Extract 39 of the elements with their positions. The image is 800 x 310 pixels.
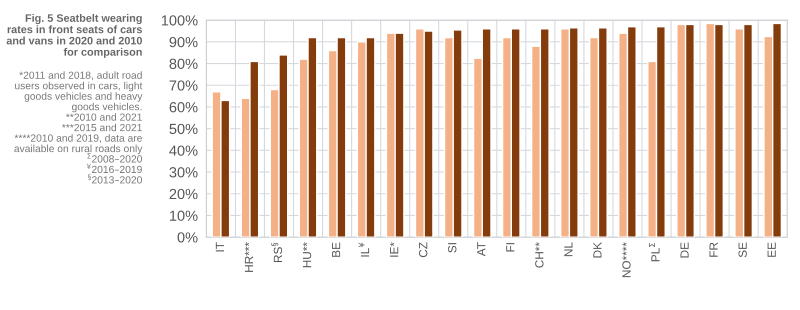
y-tick-label: 50% <box>169 124 198 134</box>
x-tick-label: IE* <box>390 242 398 257</box>
y-tick-label: 30% <box>169 167 198 178</box>
x-tick-label: DK <box>593 242 602 258</box>
y-tick-label: 40% <box>169 145 198 156</box>
x-tick-label: EE <box>768 242 776 257</box>
x-tick-label: BE <box>332 242 340 257</box>
y-tick-label: 90% <box>170 36 198 48</box>
y-tick-label: 60% <box>170 102 198 112</box>
x-tick-label: NL <box>564 242 572 256</box>
text: $^{¥}$2016–2019 <box>86 164 142 174</box>
y-tick-label: 100% <box>162 15 198 26</box>
x-tick-label: HR*** <box>244 242 254 272</box>
x-tick-label: SE <box>738 242 747 258</box>
y-tick-label: 0% <box>178 232 198 243</box>
x-tick-label: DE <box>680 242 689 258</box>
text: $^{Σ}$2008–2020 <box>87 153 142 163</box>
text: Fig. 5 Seatbelt wearing rates in front seats of cars and vans in 2020 and 2010 for comparison <box>6 14 142 58</box>
x-tick-label: AT <box>477 242 486 256</box>
text: $^{§}$2013–2020 <box>88 174 142 184</box>
text: *2011 and 2018, adult road users observed in cars, light goods vehicles and heavy goods vehicles. <box>15 71 142 112</box>
text: ***2015 and 2021 <box>62 124 142 132</box>
y-tick-label: 20% <box>170 188 198 200</box>
x-tick-label: NO**** <box>622 242 631 278</box>
x-tick-label: IT <box>216 242 224 252</box>
text: ****2010 and 2019, data are available on rural roads only <box>14 134 142 154</box>
x-tick-label: FI <box>506 243 514 252</box>
y-tick-label: 70% <box>170 80 198 91</box>
x-tick-label: FR <box>710 242 718 257</box>
x-tick-label: CZ <box>419 242 428 258</box>
x-tick-label: HU** <box>302 242 312 268</box>
y-tick-label: 80% <box>170 58 198 69</box>
x-tick-label: CH** <box>535 242 544 268</box>
x-tick-label: IL$^{¥}$ <box>358 242 370 257</box>
x-tick-label: PL$^{Σ}$ <box>648 242 660 262</box>
y-tick-label: 10% <box>170 210 198 221</box>
text: **2010 and 2021 <box>66 113 142 121</box>
x-tick-label: SI <box>448 243 456 253</box>
x-tick-label: RS$^{§}$ <box>271 242 282 262</box>
